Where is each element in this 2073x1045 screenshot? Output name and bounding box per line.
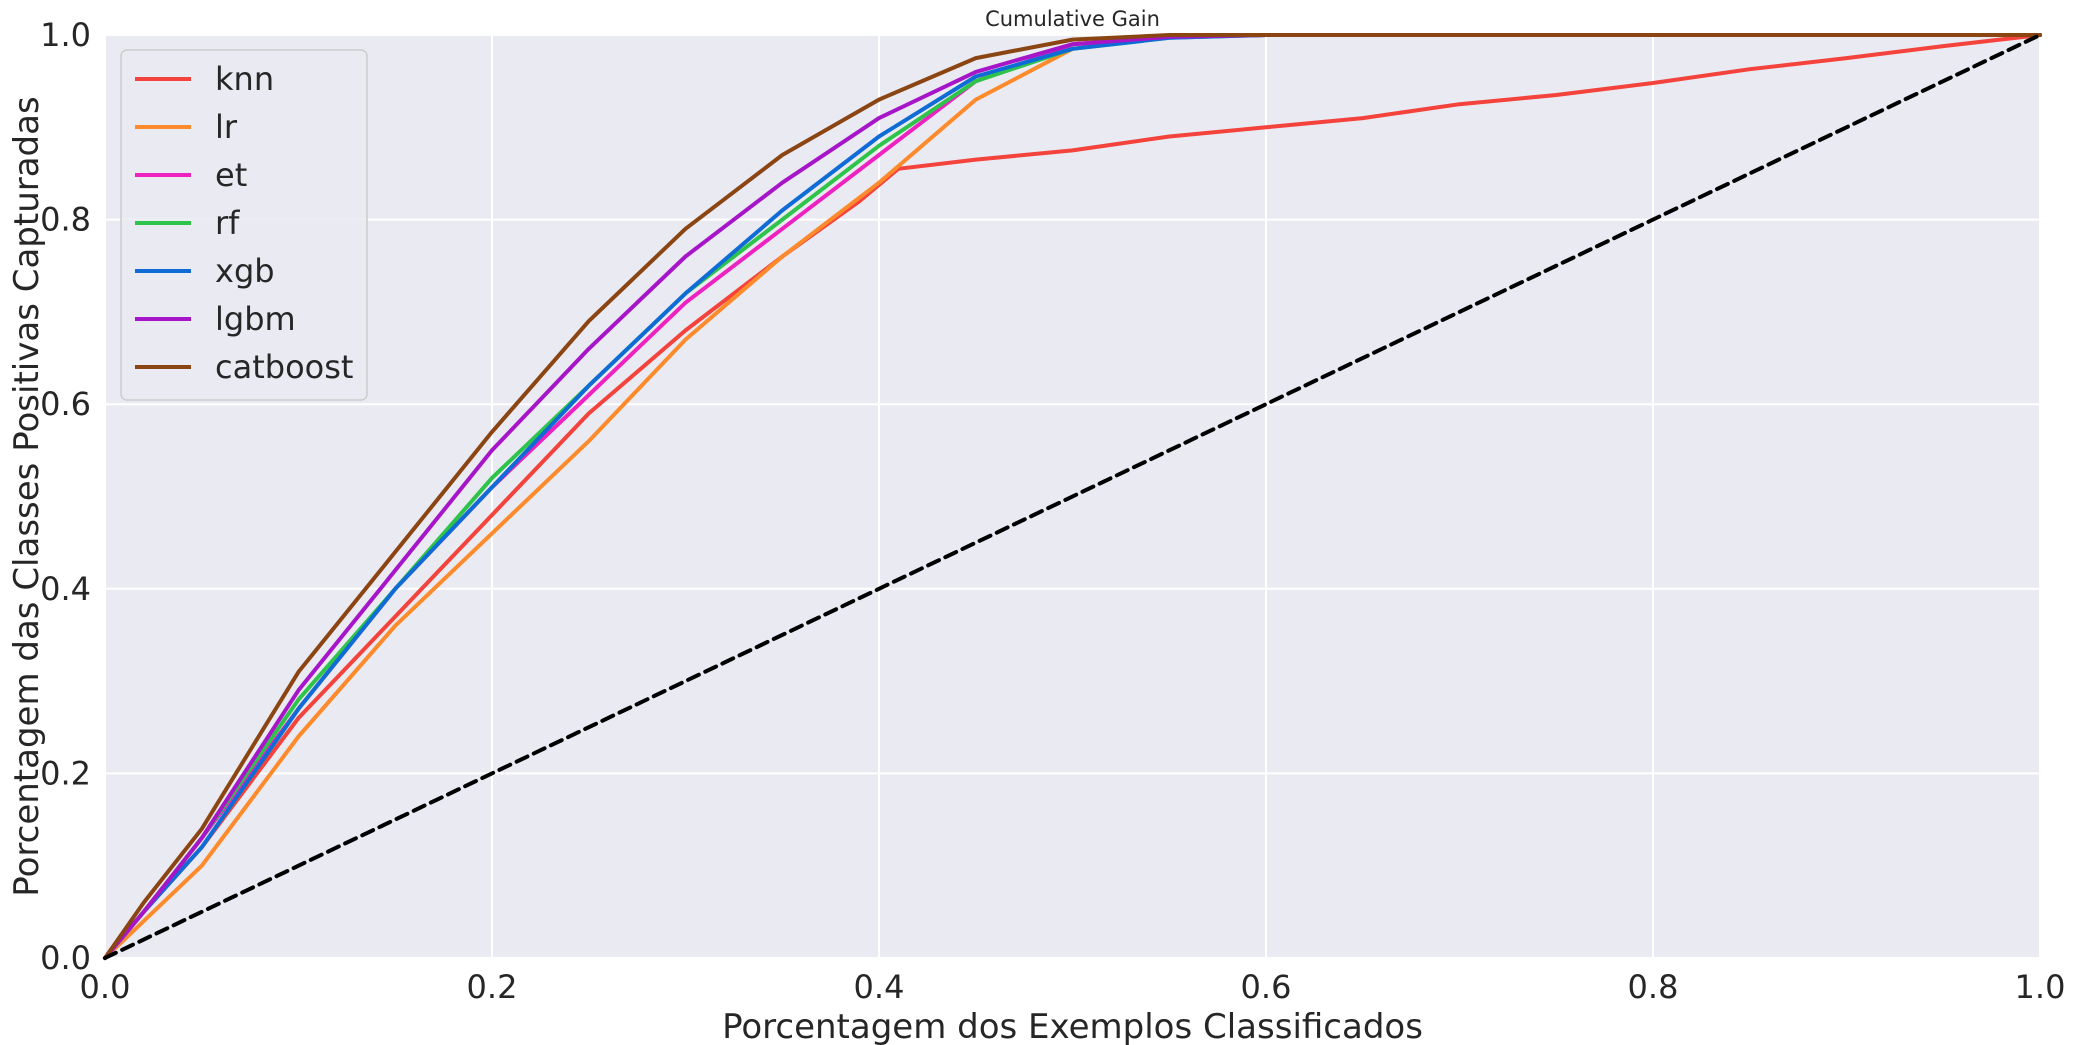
legend-label-catboost: catboost (215, 348, 353, 386)
legend-label-lr: lr (215, 108, 238, 146)
baseline-diagonal-line (103, 33, 2042, 960)
legend-box (120, 49, 368, 401)
series-line-lgbm (103, 33, 2042, 960)
x-tick-label: 0.4 (854, 968, 905, 1006)
grid-lines (104, 34, 2041, 959)
series-lines (103, 33, 2042, 960)
y-axis-label: Porcentagem das Classes Positivas Captur… (7, 96, 47, 896)
legend-label-rf: rf (215, 204, 240, 242)
legend: knn lr et rf xgb lgbm catboost (120, 49, 368, 401)
x-tick-label: 0.8 (1628, 968, 1679, 1006)
y-tick-label: 0.8 (40, 201, 91, 239)
x-tick-label: 0.0 (80, 968, 131, 1006)
y-tick-label: 0.2 (40, 754, 91, 792)
legend-label-knn: knn (215, 60, 274, 98)
legend-label-lgbm: lgbm (215, 300, 296, 338)
x-tick-labels: 0.0 0.2 0.4 0.6 0.8 1.0 (80, 968, 2066, 1006)
x-tick-label: 1.0 (2015, 968, 2066, 1006)
y-tick-label: 0.6 (40, 385, 91, 423)
legend-label-et: et (215, 156, 247, 194)
series-line-catboost (103, 33, 2042, 960)
y-tick-label: 1.0 (40, 16, 91, 54)
x-tick-label: 0.6 (1241, 968, 1292, 1006)
x-tick-label: 0.2 (467, 968, 518, 1006)
y-tick-label: 0.4 (40, 570, 91, 608)
y-tick-label: 0.0 (40, 939, 91, 977)
series-line-xgb (103, 33, 2042, 960)
legend-label-xgb: xgb (215, 252, 275, 290)
chart-title: Cumulative Gain (985, 7, 1160, 31)
series-line-knn (103, 33, 2042, 960)
x-axis-label: Porcentagem dos Exemplos Classificados (722, 1007, 1423, 1045)
y-tick-labels: 0.0 0.2 0.4 0.6 0.8 1.0 (40, 16, 91, 977)
